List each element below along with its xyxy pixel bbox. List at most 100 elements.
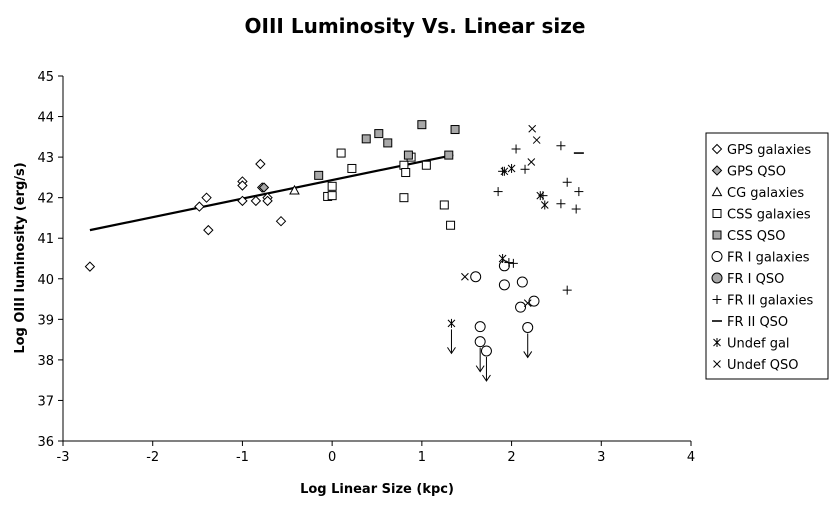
x-tick-label: 0	[328, 450, 336, 465]
legend-marker	[711, 165, 723, 176]
fr-ii-galaxies-point	[508, 258, 518, 268]
css-qso-point	[444, 150, 454, 160]
css-galaxies-point	[327, 191, 337, 201]
fr-ii-galaxies-point	[574, 187, 584, 197]
y-tick-label: 41	[37, 232, 54, 247]
fr-ii-galaxies-point	[493, 187, 503, 197]
undef-qso-point	[532, 136, 541, 144]
css-qso-point	[450, 125, 460, 135]
fr-ii-galaxies-point	[520, 164, 530, 174]
undef-qso-point	[461, 272, 469, 281]
x-tick-label: 1	[418, 450, 426, 465]
legend-marker	[711, 143, 723, 155]
undef-qso-point	[527, 158, 536, 166]
y-tick-label: 44	[37, 111, 54, 126]
undef-gal-point	[500, 166, 509, 176]
css-galaxies-point	[446, 220, 456, 230]
gps-galaxies-point	[201, 192, 212, 203]
fr-i-galaxies-point	[516, 276, 528, 288]
fr-ii-galaxies-point	[556, 199, 566, 209]
legend-label: FR II QSO	[727, 315, 788, 330]
undef-qso-point	[528, 124, 537, 133]
legend-items: GPS galaxies GPS QSO CG galaxies CSS galaxi…	[711, 143, 814, 373]
legend-label: FR II galaxies	[727, 294, 814, 309]
fr-ii-galaxies-point	[571, 204, 581, 214]
axis-ticks: -3 -2 -1 0 1 2 3 4 36 37 38 39 40 41 42 43 44 45	[37, 70, 695, 465]
legend-label: GPS galaxies	[727, 143, 811, 158]
fr-ii-galaxies-point	[511, 144, 521, 154]
fr-i-galaxies-point	[470, 271, 482, 283]
fr-i-galaxies-point	[480, 345, 492, 357]
legend: GPS galaxies GPS QSO CG galaxies CSS galaxi…	[705, 132, 829, 380]
gps-galaxies-point	[194, 201, 205, 212]
gps-galaxies-point	[255, 158, 266, 170]
x-tick-label: -2	[146, 450, 159, 465]
undef-qso-point	[523, 299, 532, 307]
css-qso-point	[403, 150, 413, 160]
undef-gal-point	[507, 163, 516, 173]
undef-gal-point	[447, 318, 456, 328]
y-tick-label: 38	[37, 354, 54, 369]
legend-marker	[713, 360, 721, 368]
fr-ii-galaxies-point	[562, 285, 572, 295]
legend-label: CSS QSO	[727, 229, 785, 244]
css-qso-point	[374, 129, 384, 139]
y-tick-label: 43	[37, 151, 54, 166]
y-tick-label: 36	[37, 435, 54, 450]
legend-marker	[711, 251, 723, 262]
data-points	[84, 120, 584, 382]
css-galaxies-point	[336, 148, 346, 158]
upper-limit-arrow	[482, 356, 491, 382]
gps-galaxies-point	[203, 224, 214, 236]
x-tick-label: 2	[507, 450, 515, 465]
fr-i-galaxies-point	[498, 279, 510, 291]
x-tick-label: 4	[687, 450, 695, 465]
fr-i-galaxies-point	[474, 336, 486, 348]
fr-ii-galaxies-point	[498, 166, 508, 176]
legend-label: GPS QSO	[727, 165, 786, 180]
y-axis-title: Log OIII luminosity (erg/s)	[13, 162, 28, 353]
fr-i-galaxies-point	[528, 295, 540, 307]
undef-gal-point	[498, 254, 507, 263]
css-qso-point	[417, 120, 427, 130]
css-qso-point	[383, 138, 393, 148]
legend-marker	[712, 209, 722, 218]
fit-line	[89, 154, 454, 232]
legend-box	[705, 132, 829, 380]
legend-label: CG galaxies	[727, 186, 804, 201]
y-tick-label: 39	[37, 313, 54, 328]
css-galaxies-point	[347, 163, 357, 173]
legend-label: Undef QSO	[727, 358, 798, 373]
css-qso-point	[361, 134, 371, 144]
fr-i-galaxies-point	[515, 301, 527, 313]
css-qso-point	[314, 170, 324, 180]
css-galaxies-point	[421, 160, 431, 170]
upper-limit-arrow	[447, 329, 456, 355]
legend-marker	[712, 230, 722, 240]
gps-galaxies-point	[237, 180, 248, 191]
legend-label: FR I QSO	[727, 272, 784, 287]
fr-i-galaxies-point	[522, 321, 534, 333]
x-tick-label: 3	[597, 450, 605, 465]
legend-marker	[711, 272, 723, 284]
y-tick-label: 42	[37, 192, 54, 207]
gps-galaxies-point	[84, 261, 96, 272]
y-tick-label: 37	[37, 394, 54, 409]
legend-marker	[713, 338, 721, 347]
gps-galaxies-point	[262, 195, 273, 207]
gps-galaxies-point	[237, 195, 248, 207]
fr-ii-galaxies-point	[504, 258, 514, 268]
fr-ii-galaxies-point	[562, 177, 572, 187]
css-galaxies-point	[327, 181, 337, 191]
fr-ii-galaxies-point	[556, 141, 566, 151]
css-galaxies-point	[439, 200, 449, 210]
undef-gal-point	[540, 200, 549, 210]
x-axis-title: Log Linear Size (kpc)	[300, 482, 454, 497]
cg-galaxies-point	[289, 184, 300, 195]
gps-galaxies-point	[275, 215, 287, 227]
legend-label: FR I galaxies	[727, 251, 810, 266]
upper-limit-arrow	[523, 333, 533, 359]
gps-galaxies-point	[250, 195, 262, 207]
legend-marker	[711, 186, 723, 197]
